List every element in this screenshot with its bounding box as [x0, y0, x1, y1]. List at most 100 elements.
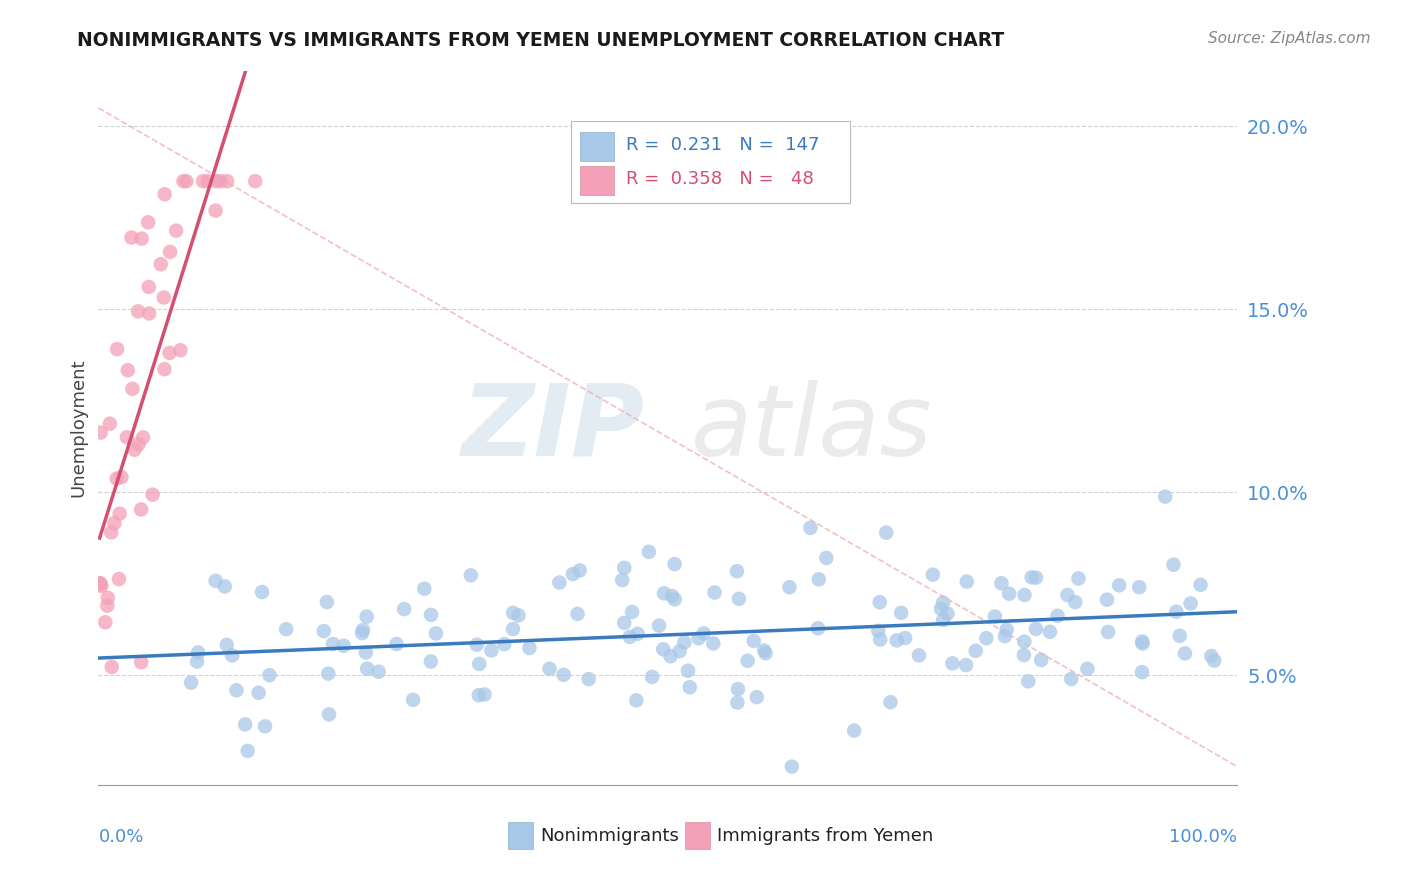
Point [142, 488, 165, 502]
Point [1076, 662, 1098, 676]
Point [105, 342, 128, 356]
Point [869, 595, 891, 609]
Point [115, 430, 138, 444]
Point [90, 576, 112, 591]
Point [124, 442, 146, 457]
Text: ZIP: ZIP [463, 380, 645, 476]
Point [90, 579, 112, 593]
Point [108, 507, 131, 521]
Point [356, 609, 378, 624]
Point [121, 230, 143, 244]
Point [352, 626, 374, 640]
Point [90, 425, 112, 440]
Point [129, 655, 152, 669]
Point [648, 618, 671, 632]
Point [1014, 634, 1036, 648]
Point [664, 557, 686, 571]
Point [1039, 624, 1062, 639]
Point [994, 629, 1017, 643]
Point [929, 602, 952, 616]
Point [664, 592, 686, 607]
Point [468, 688, 491, 702]
Point [204, 574, 226, 588]
Point [1132, 636, 1154, 650]
Point [955, 658, 977, 673]
Point [209, 174, 232, 188]
Point [1012, 648, 1035, 662]
Point [108, 572, 131, 586]
Point [984, 609, 1007, 624]
Point [815, 551, 838, 566]
Point [1174, 647, 1197, 661]
Point [652, 586, 675, 600]
Point [100, 660, 122, 674]
Text: R =  0.231   N =  147: R = 0.231 N = 147 [626, 136, 820, 153]
Point [613, 615, 636, 630]
Point [561, 567, 583, 582]
FancyBboxPatch shape [571, 121, 851, 203]
Point [688, 631, 710, 645]
Point [641, 670, 664, 684]
Point [956, 574, 979, 589]
Point [869, 632, 891, 647]
Point [702, 636, 724, 650]
Point [1108, 578, 1130, 592]
Point [225, 683, 247, 698]
Point [894, 631, 917, 645]
Text: R =  0.358   N =   48: R = 0.358 N = 48 [626, 170, 814, 188]
Point [233, 717, 256, 731]
Point [103, 516, 125, 531]
Point [318, 707, 340, 722]
Point [176, 174, 198, 188]
Point [998, 587, 1021, 601]
Point [725, 696, 748, 710]
Point [352, 623, 374, 637]
Point [481, 643, 503, 657]
Point [508, 608, 530, 623]
Point [420, 607, 443, 622]
Text: atlas: atlas [690, 380, 932, 476]
Point [1199, 648, 1222, 663]
Point [673, 635, 696, 649]
Point [868, 624, 890, 638]
Point [187, 645, 209, 659]
Point [627, 627, 650, 641]
Text: Immigrants from Yemen: Immigrants from Yemen [717, 828, 934, 846]
Point [191, 174, 214, 188]
Point [127, 304, 149, 318]
Point [1180, 597, 1202, 611]
Point [567, 607, 589, 621]
Point [221, 648, 243, 663]
Point [780, 759, 803, 773]
Point [332, 639, 354, 653]
Point [460, 568, 482, 582]
Point [425, 626, 447, 640]
Point [1095, 592, 1118, 607]
Point [621, 605, 644, 619]
Point [1060, 672, 1083, 686]
Point [165, 224, 187, 238]
Point [159, 244, 181, 259]
Point [578, 672, 600, 686]
Point [318, 666, 340, 681]
Point [659, 649, 682, 664]
Point [1166, 605, 1188, 619]
Point [652, 642, 675, 657]
Point [1014, 588, 1036, 602]
Text: Source: ZipAtlas.com: Source: ZipAtlas.com [1208, 31, 1371, 46]
Text: 100.0%: 100.0% [1170, 828, 1237, 846]
Point [1168, 629, 1191, 643]
Point [725, 564, 748, 578]
Point [250, 585, 273, 599]
Point [94, 615, 117, 630]
Point [245, 174, 267, 188]
Point [385, 637, 408, 651]
Point [875, 525, 897, 540]
Point [745, 690, 768, 705]
Point [136, 215, 159, 229]
Point [990, 576, 1012, 591]
Point [890, 606, 912, 620]
Point [619, 630, 641, 644]
Point [131, 231, 153, 245]
Y-axis label: Unemployment: Unemployment [69, 359, 87, 498]
